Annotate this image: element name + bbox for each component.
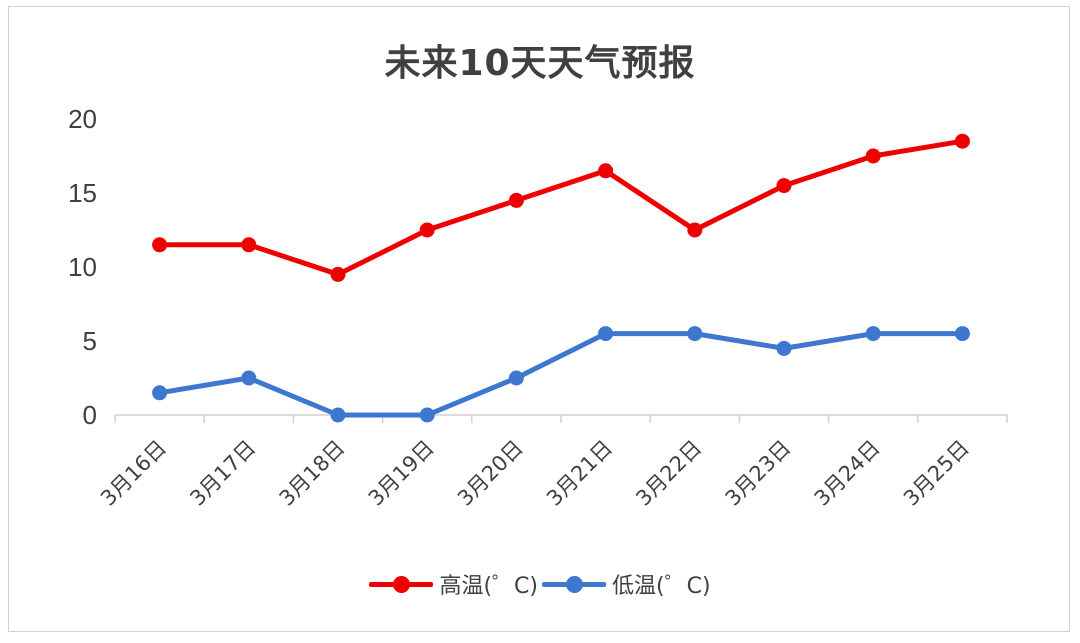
y-tick-label: 10 xyxy=(68,252,97,282)
y-tick-label: 0 xyxy=(83,400,97,430)
x-tick-label: 3月24日 xyxy=(810,436,885,511)
chart-title: 未来10天天气预报 xyxy=(384,43,696,84)
data-point-low xyxy=(330,407,346,423)
data-point-high xyxy=(330,266,346,282)
legend-marker-low xyxy=(542,574,606,594)
x-tick-label: 3月21日 xyxy=(542,436,617,511)
y-tick-label: 15 xyxy=(68,178,97,208)
data-point-low xyxy=(241,370,257,386)
legend-item-high: 高温(゜C) xyxy=(369,568,538,600)
y-tick-label: 5 xyxy=(83,326,97,356)
x-tick-label: 3月18日 xyxy=(275,436,350,511)
y-tick-label: 20 xyxy=(68,104,97,134)
data-point-high xyxy=(954,133,970,149)
data-point-low xyxy=(776,340,792,356)
legend-label-high: 高温(゜C) xyxy=(439,574,538,599)
data-point-high xyxy=(776,178,792,194)
x-tick-label: 3月23日 xyxy=(721,436,796,511)
data-point-low xyxy=(508,370,524,386)
data-point-high xyxy=(419,222,435,238)
x-tick-label: 3月17日 xyxy=(185,436,260,511)
data-point-high xyxy=(241,237,257,253)
data-point-low xyxy=(152,385,168,401)
data-point-high xyxy=(152,237,168,253)
legend-marker-high xyxy=(369,574,434,594)
data-point-low xyxy=(687,326,703,342)
x-tick-label: 3月22日 xyxy=(631,436,706,511)
data-point-low xyxy=(865,326,881,342)
data-point-high xyxy=(865,148,881,164)
x-tick-label: 3月20日 xyxy=(453,436,528,511)
series-line-high xyxy=(157,138,965,277)
x-tick-label: 3月19日 xyxy=(364,436,439,511)
data-point-low xyxy=(598,326,614,342)
legend-item-low: 低温(゜C) xyxy=(542,568,711,600)
data-point-high xyxy=(508,192,524,208)
data-point-low xyxy=(954,326,970,342)
series-line-low xyxy=(157,331,965,418)
data-point-low xyxy=(419,407,435,423)
data-point-high xyxy=(598,163,614,179)
legend-label-low: 低温(゜C) xyxy=(612,574,711,599)
x-tick-label: 3月25日 xyxy=(899,436,974,511)
legend: 高温(゜C) 低温(゜C) xyxy=(0,568,1080,600)
chart-frame xyxy=(8,6,1070,632)
x-tick-label: 3月16日 xyxy=(96,436,171,511)
data-point-high xyxy=(687,222,703,238)
